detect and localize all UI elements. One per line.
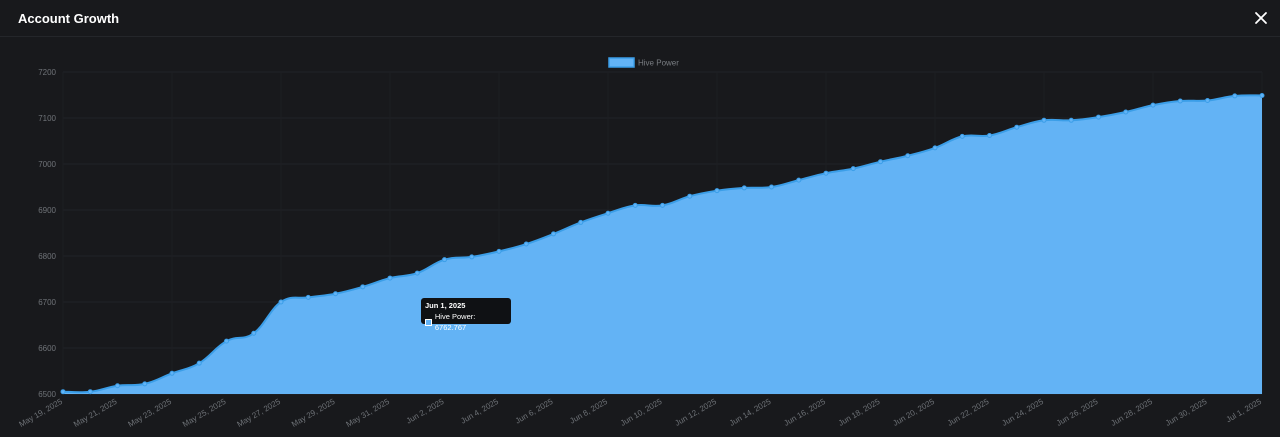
y-tick-label: 7100 [38,114,56,123]
tooltip-swatch [425,318,432,326]
x-tick-label: Jun 26, 2025 [1055,397,1100,428]
tooltip-label: Hive Power: 6762.767 [434,312,476,332]
x-tick-label: Jun 28, 2025 [1109,397,1154,428]
data-point [414,270,420,276]
data-point [442,257,447,263]
x-tick-label: Jun 10, 2025 [619,397,664,428]
data-point [551,231,556,237]
data-point [360,284,366,290]
data-point [278,299,284,305]
data-point [769,184,774,190]
data-point [687,193,693,199]
data-point [196,360,202,366]
data-points [60,92,1265,395]
x-tick-label: Jun 22, 2025 [946,397,991,428]
data-point [469,254,475,260]
x-tick-label: Jun 20, 2025 [891,397,936,428]
data-point [932,145,938,151]
modal-header: Account Growth [0,0,1280,37]
data-point [1150,102,1156,108]
x-tick-label: Jun 12, 2025 [673,397,718,428]
y-axis: 6500 6600 6700 6800 6900 7000 7100 7200 [38,68,56,399]
data-point [333,291,338,297]
data-point [878,159,883,165]
data-point [251,330,257,336]
data-point [714,188,720,194]
y-tick-label: 6500 [38,390,56,399]
tooltip-row: Hive Power: 6762.767 [425,311,507,333]
x-tick-label: May 25, 2025 [181,397,228,429]
data-point [1259,92,1265,98]
data-point [60,389,66,395]
area-chart: 6500 6600 6700 6800 6900 7000 7100 7200 May 19,… [18,57,1265,429]
data-point [796,177,802,183]
legend-swatch [608,57,635,68]
chart-tooltip: Jun 1, 2025 Hive Power: 6762.767 [421,298,511,332]
x-tick-label: Jun 30, 2025 [1164,397,1209,428]
data-point [823,170,829,176]
x-tick-label: Jun 18, 2025 [837,397,882,428]
data-point [387,275,393,281]
data-point [1014,124,1020,130]
y-tick-label: 7200 [38,68,56,77]
x-tick-label: Jun 2, 2025 [405,397,446,426]
x-tick-label: May 21, 2025 [72,397,119,429]
x-tick-label: May 19, 2025 [18,397,65,429]
data-point [660,202,665,208]
tooltip-title: Jun 1, 2025 [425,301,466,310]
x-tick-label: May 29, 2025 [290,397,337,429]
chart-legend: Hive Power [608,57,679,68]
data-point [1123,109,1129,115]
x-tick-label: Jun 14, 2025 [728,397,773,428]
data-point [496,248,502,254]
modal-title: Account Growth [18,11,120,26]
data-point [523,241,529,247]
data-point [850,166,856,172]
data-point [741,185,747,191]
x-tick-label: Jun 16, 2025 [782,397,827,428]
y-tick-label: 6700 [38,298,56,307]
close-icon[interactable] [1252,9,1270,27]
y-tick-label: 7000 [38,160,56,169]
x-tick-label: May 23, 2025 [127,397,174,429]
x-axis: May 19, 2025 May 21, 2025 May 23, 2025 May … [18,397,1264,429]
data-point [632,202,638,208]
x-tick-label: May 31, 2025 [345,397,392,429]
data-point [987,132,992,138]
data-point [115,383,120,389]
data-point [305,294,311,300]
data-point [1232,93,1238,99]
data-point [1205,98,1210,104]
x-tick-label: Jun 4, 2025 [459,397,500,426]
data-point [959,133,965,139]
area-series [62,94,1263,394]
x-tick-label: May 27, 2025 [236,397,283,429]
x-tick-label: Jun 24, 2025 [1000,397,1045,428]
x-tick-label: Jun 8, 2025 [568,397,609,426]
data-point [224,338,229,344]
x-tick-label: Jul 1, 2025 [1225,397,1264,425]
y-tick-label: 6600 [38,344,56,353]
data-point [142,381,148,387]
data-point [605,210,611,216]
chart-area: 6500 6600 6700 6800 6900 7000 7100 7200 May 19,… [0,37,1280,432]
data-point [1068,117,1074,123]
y-tick-label: 6800 [38,252,56,261]
data-point [1177,98,1183,104]
area-fill [63,95,1262,394]
data-point [87,389,93,395]
x-tick-label: Jun 6, 2025 [514,397,555,426]
data-point [1041,117,1047,123]
data-point [169,370,175,376]
y-tick-label: 6900 [38,206,56,215]
data-point [905,153,911,159]
legend-label: Hive Power [638,59,679,68]
data-point [578,219,584,225]
data-point [1096,114,1101,120]
